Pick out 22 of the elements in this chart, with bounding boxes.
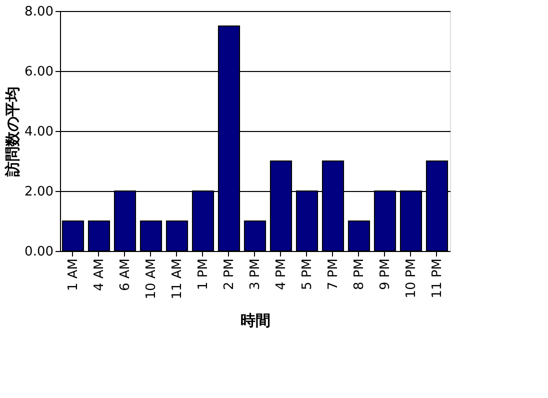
x-tick-label: 3 PM	[248, 258, 263, 290]
x-tick-label: 9 PM	[378, 258, 393, 290]
x-tick-label: 4 PM	[274, 258, 289, 290]
x-axis-title: 時間	[240, 311, 270, 330]
x-tick-label: 11 PM	[430, 258, 445, 298]
x-tick-label: 7 PM	[326, 258, 341, 290]
x-tick-label: 5 PM	[300, 258, 315, 290]
x-tick-label: 8 PM	[352, 258, 367, 290]
y-axis-title: 訪問数の平均	[4, 86, 22, 178]
y-tick-label: 2.00	[24, 184, 54, 200]
x-tick-label: 2 PM	[222, 258, 237, 290]
x-tick-label: 11 AM	[170, 258, 185, 300]
y-tick-label: 8.00	[24, 4, 54, 20]
x-tick-label: 4 AM	[92, 258, 107, 292]
x-tick-label: 6 AM	[118, 258, 133, 292]
y-tick-label: 0.00	[24, 244, 54, 260]
x-tick-label: 1 AM	[66, 258, 81, 292]
y-tick-label: 4.00	[24, 124, 54, 140]
x-tick-label: 1 PM	[196, 258, 211, 290]
y-tick-label: 6.00	[24, 64, 54, 80]
x-tick-label: 10 PM	[404, 258, 419, 298]
x-tick-label: 10 AM	[144, 258, 159, 300]
